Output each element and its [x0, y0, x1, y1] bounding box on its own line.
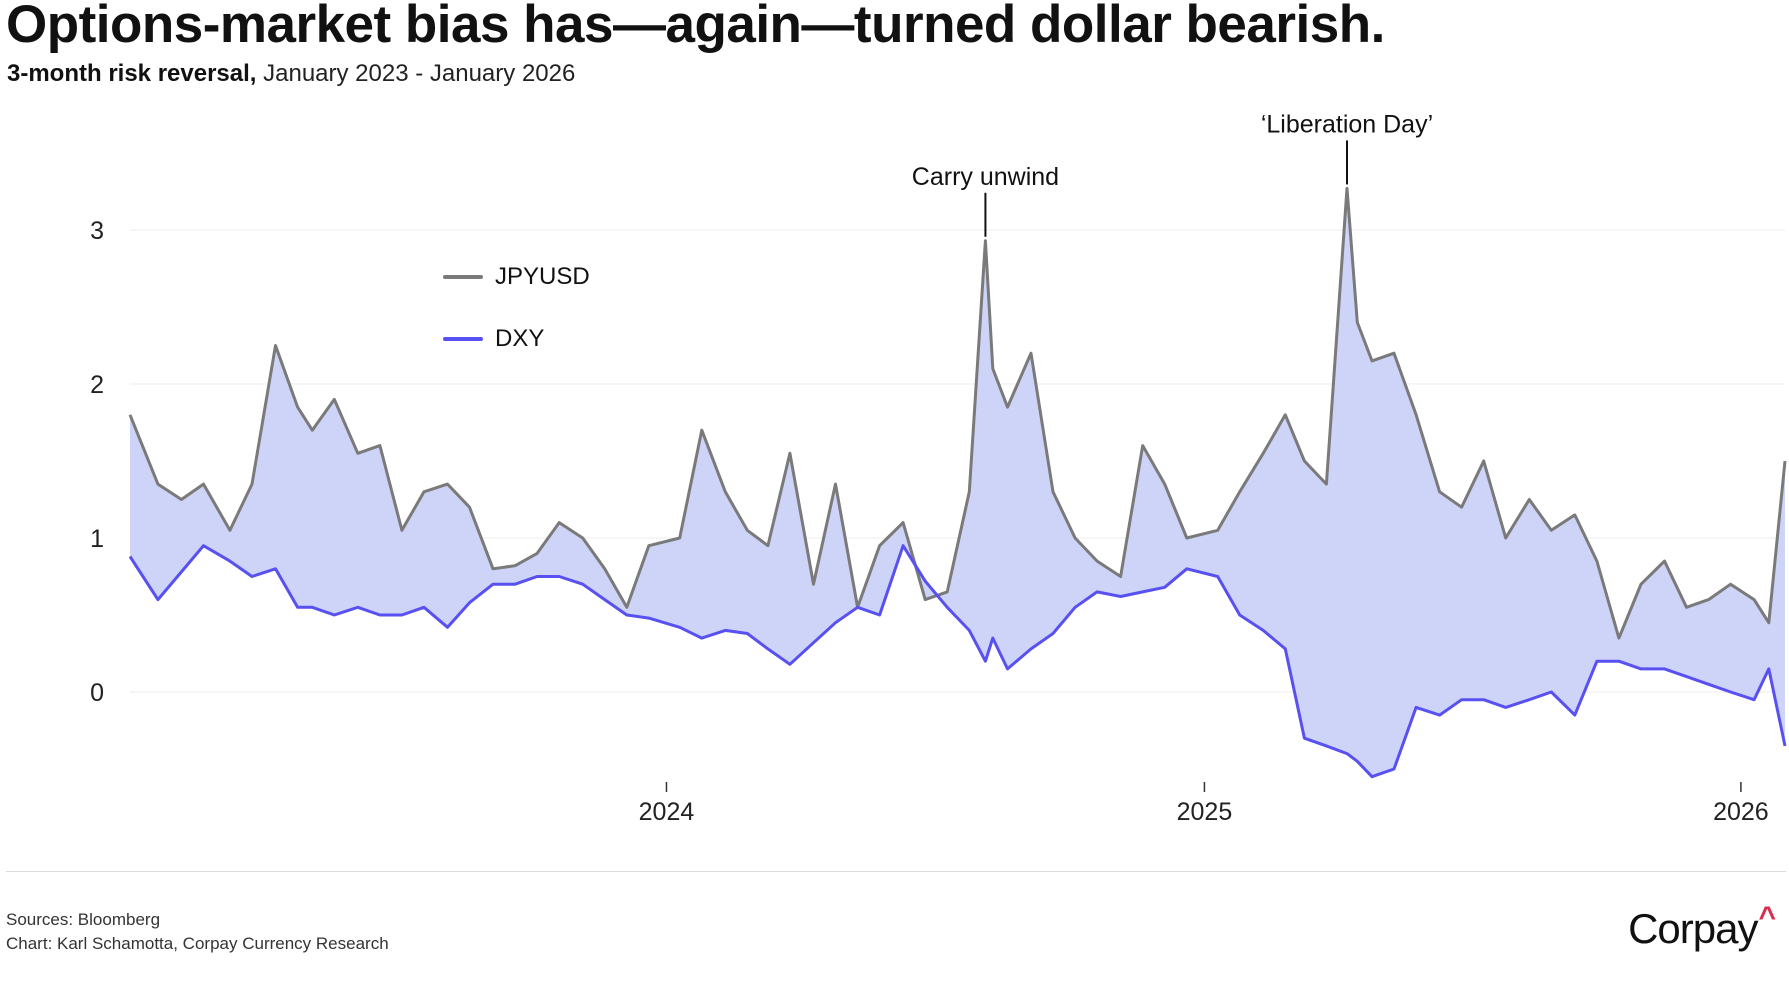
chart-subtitle: 3-month risk reversal, January 2023 - Ja…	[7, 60, 575, 88]
series-line-jpyusd	[128, 186, 1787, 640]
footer-divider	[6, 871, 1786, 872]
legend-label-dxy: DXY	[495, 325, 545, 352]
legend-item-dxy: DXY	[443, 325, 544, 353]
legend-label-jpyusd: JPYUSD	[495, 263, 590, 290]
y-tick-label: 0	[90, 679, 104, 707]
y-tick-label: 2	[90, 371, 104, 399]
legend-item-jpyusd: JPYUSD	[443, 263, 590, 291]
y-tick-label: 3	[90, 217, 104, 245]
footer-credit: Chart: Karl Schamotta, Corpay Currency R…	[6, 934, 389, 953]
logo-text: Corpay	[1628, 905, 1758, 952]
chart-title: Options-market bias has—again—turned dol…	[6, 0, 1385, 54]
annotation-label: ‘Liberation Day’	[1261, 110, 1433, 138]
fill-between-area	[130, 188, 1785, 777]
logo-caret-icon: ^	[1758, 901, 1776, 934]
legend-swatch-jpyusd	[443, 275, 483, 279]
footer-sources: Sources: Bloomberg	[6, 910, 161, 929]
subtitle-date-range: January 2023 - January 2026	[256, 60, 576, 87]
annotation-label: Carry unwind	[912, 163, 1059, 191]
x-tick-label: 2024	[639, 798, 695, 826]
x-tick-label: 2026	[1713, 798, 1769, 826]
series-line-dxy	[128, 544, 1787, 779]
x-tick-label: 2025	[1177, 798, 1233, 826]
legend-swatch-dxy	[443, 337, 483, 341]
y-tick-label: 1	[90, 525, 104, 553]
risk-reversal-chart: 0 1 2 3 2024 2025 2026 Carry unwind ‘Liberation …	[90, 110, 1787, 826]
subtitle-bold: 3-month risk reversal,	[7, 60, 257, 87]
corpay-logo: Corpay^	[1628, 901, 1776, 953]
